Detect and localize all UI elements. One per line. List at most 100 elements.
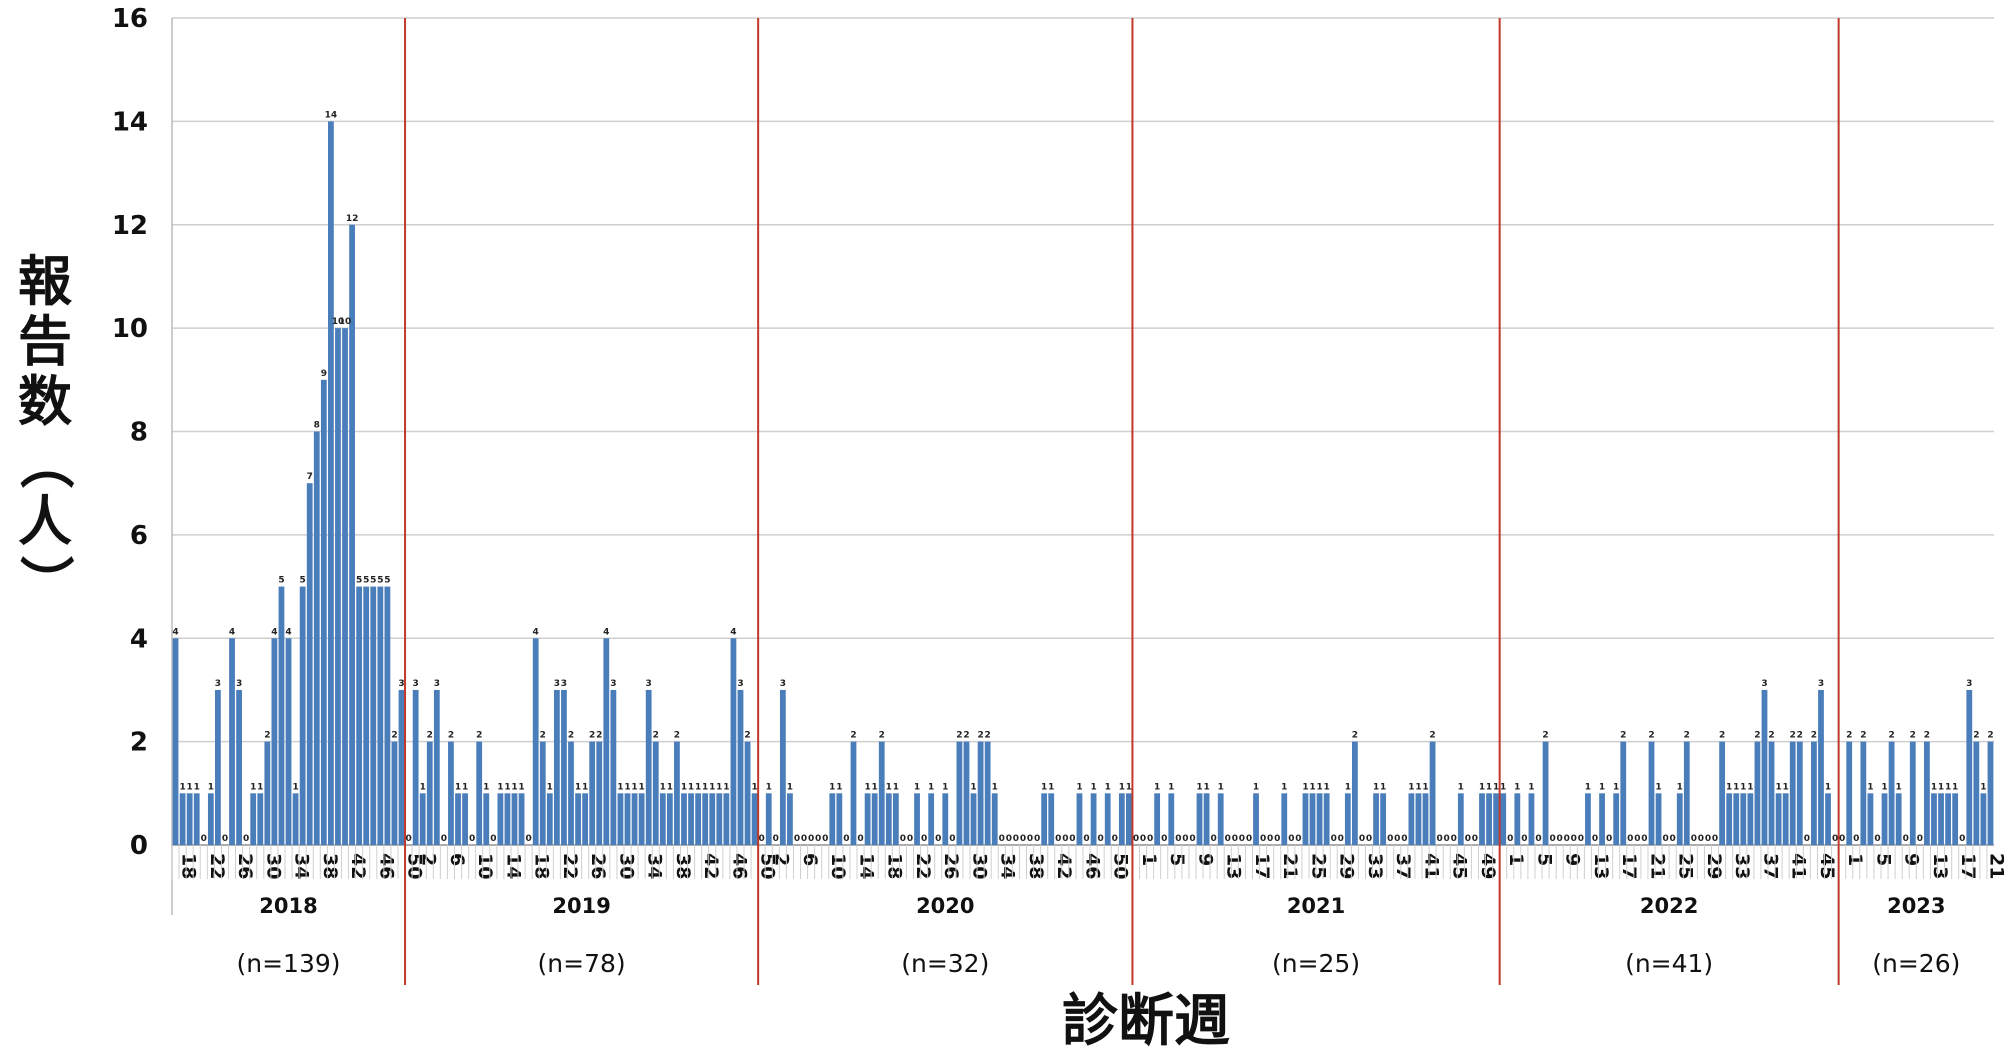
data-label: 0 (921, 834, 927, 844)
bar (1768, 741, 1775, 845)
bar (1952, 793, 1959, 845)
x-tick-label: 30 (615, 853, 637, 879)
bar (377, 586, 384, 845)
data-label: 1 (1980, 782, 1986, 792)
data-label: 1 (1324, 782, 1330, 792)
x-tick-label: 1 (1505, 853, 1527, 866)
bar (737, 689, 744, 845)
data-label: 0 (1267, 834, 1273, 844)
y-axis-ticks: 0 2 4 6 8 10 12 14 16 (112, 4, 148, 861)
data-label: 1 (1677, 782, 1683, 792)
bar (589, 741, 596, 845)
bar (568, 741, 574, 845)
data-label: 0 (1535, 834, 1541, 844)
bar (504, 793, 511, 845)
bar (702, 793, 709, 845)
bar (631, 793, 638, 845)
bar (483, 793, 490, 845)
data-label: 1 (617, 782, 623, 792)
bar (1203, 793, 1210, 845)
data-label: 4 (533, 627, 539, 637)
data-label: 0 (1147, 834, 1153, 844)
data-label: 2 (1910, 731, 1916, 741)
bar (779, 689, 786, 845)
data-label: 0 (1662, 834, 1668, 844)
data-label: 1 (1825, 782, 1831, 792)
data-label: 0 (1521, 834, 1527, 844)
bar (1429, 741, 1436, 845)
x-tick-label: 17 (1618, 853, 1640, 879)
bar (327, 121, 334, 845)
data-label: 2 (1648, 731, 1654, 741)
x-tick-label: 13 (1590, 853, 1612, 879)
x-tick-label: 46 (1081, 853, 1103, 879)
data-label: 5 (356, 576, 362, 586)
data-label: 0 (1451, 834, 1457, 844)
data-label: 3 (1761, 679, 1767, 689)
data-label: 0 (1606, 834, 1612, 844)
data-label: 1 (194, 782, 200, 792)
x-tick-label: 25 (1675, 853, 1697, 879)
year-label: 2019 (552, 894, 610, 918)
data-label: 0 (1401, 834, 1407, 844)
bar (970, 793, 977, 845)
data-label: 0 (441, 834, 447, 844)
data-label: 0 (907, 834, 913, 844)
data-label: 4 (271, 627, 277, 637)
data-label: 1 (1528, 782, 1534, 792)
bar (306, 483, 313, 845)
data-label: 0 (405, 834, 411, 844)
x-tick-label: 1 (1138, 853, 1160, 866)
bar (1104, 793, 1111, 845)
data-label: 0 (1288, 834, 1294, 844)
x-tick-label: 30 (262, 853, 284, 879)
bar (1542, 741, 1549, 845)
data-label: 3 (215, 679, 221, 689)
bar (236, 689, 242, 845)
data-label: 2 (956, 731, 962, 741)
data-label: 0 (490, 834, 496, 844)
data-label: 0 (1062, 834, 1068, 844)
data-label: 2 (1352, 731, 1358, 741)
data-label: 3 (554, 679, 560, 689)
data-label: 1 (1380, 782, 1386, 792)
year-count-label: (n=32) (901, 949, 989, 978)
data-label: 1 (1881, 782, 1887, 792)
data-label: 1 (1126, 782, 1132, 792)
x-axis-ticks: 18 22 26 30 34 38 42 46 502 6 10 14 18 22 26 30 34 38 42 46… (171, 845, 2004, 879)
bar (1048, 793, 1055, 845)
bar (1323, 793, 1330, 845)
bar (370, 586, 377, 845)
x-tick-label: 6 (446, 853, 468, 866)
data-label: 1 (681, 782, 687, 792)
bar (624, 793, 631, 845)
data-label: 5 (370, 576, 376, 586)
data-label: 1 (787, 782, 793, 792)
data-label: 0 (801, 834, 807, 844)
data-label: 1 (179, 782, 185, 792)
bar (1648, 741, 1655, 845)
bar (1867, 793, 1874, 845)
data-label: 4 (730, 627, 736, 637)
data-label: 0 (1006, 834, 1012, 844)
bar (1775, 793, 1782, 845)
x-tick-label: 21 (1279, 853, 1301, 879)
data-label: 0 (1564, 834, 1570, 844)
data-label: 2 (1924, 731, 1930, 741)
bar (511, 793, 518, 845)
bar (695, 793, 702, 845)
data-label: 1 (886, 782, 892, 792)
bar (1196, 793, 1203, 845)
data-label: 1 (928, 782, 934, 792)
data-label: 1 (497, 782, 503, 792)
bar (1613, 793, 1620, 845)
bar (250, 793, 257, 845)
bar (476, 741, 483, 845)
bar (1500, 793, 1507, 845)
data-label: 2 (1811, 731, 1817, 741)
data-label: 1 (1076, 782, 1082, 792)
x-tick-label: 18 (178, 853, 200, 879)
data-label: 1 (1218, 782, 1224, 792)
data-label: 1 (667, 782, 673, 792)
data-label: 2 (1684, 731, 1690, 741)
